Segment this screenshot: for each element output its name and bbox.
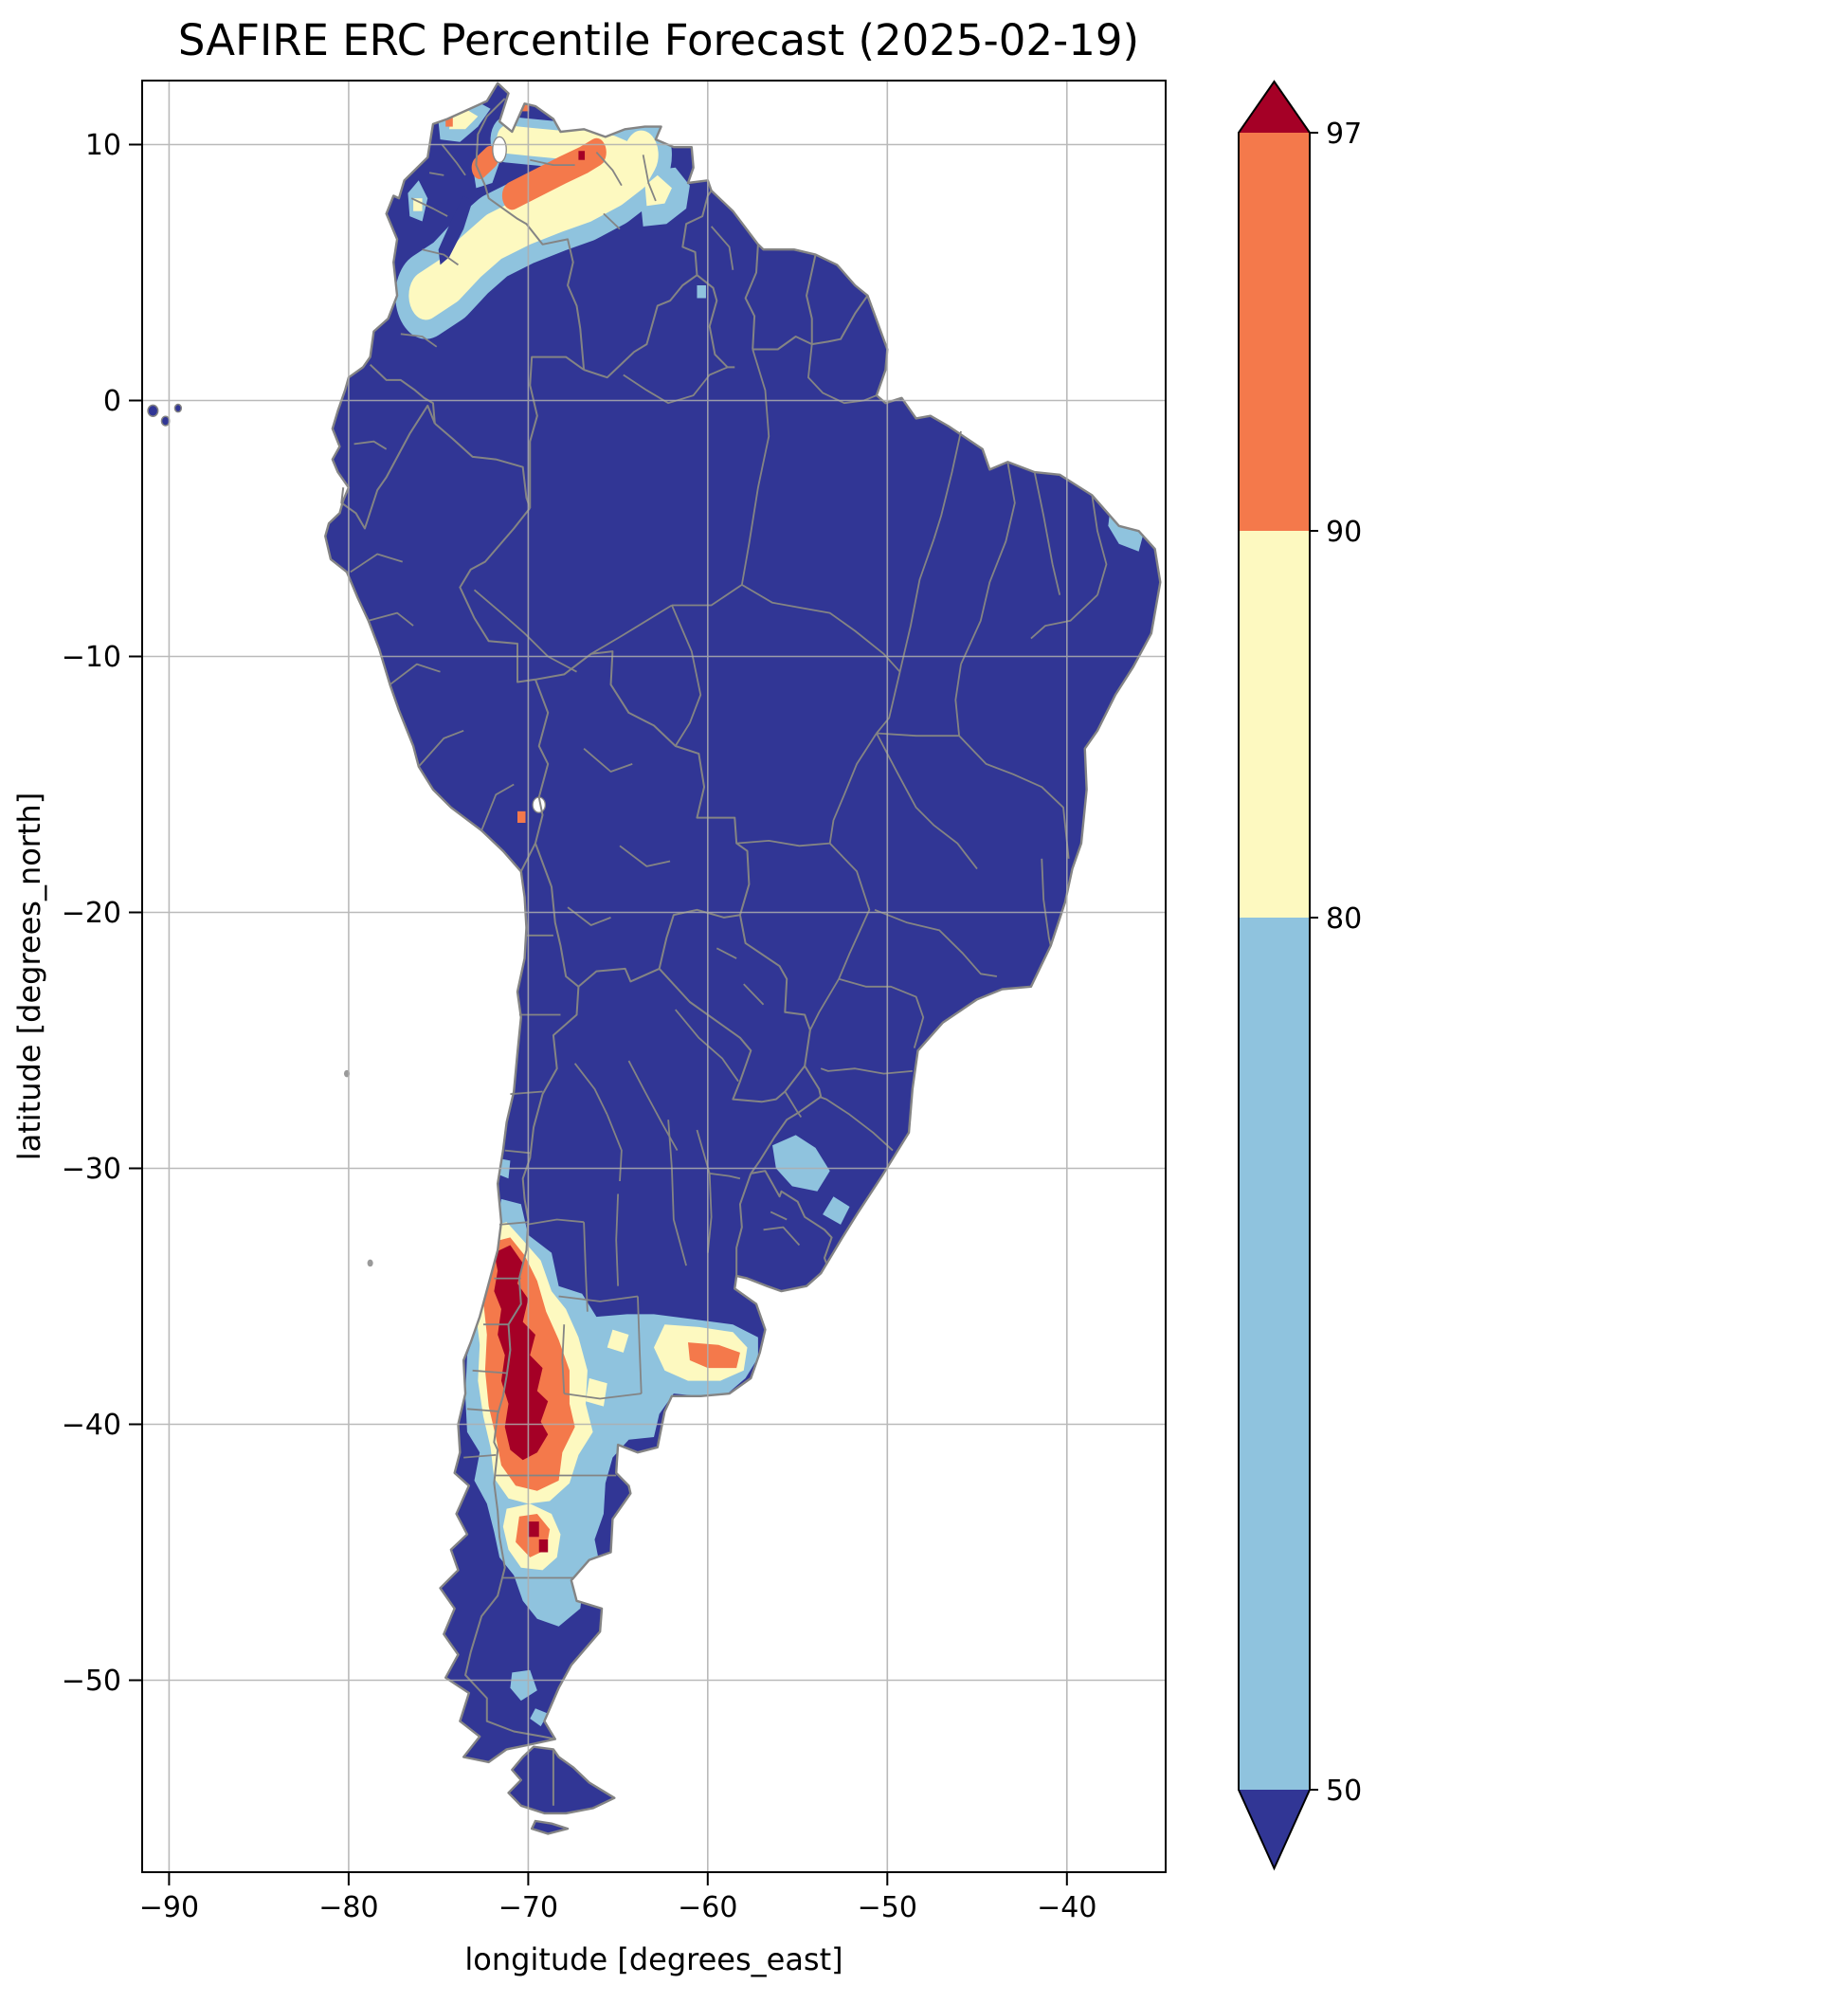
y-tick-label: −30 <box>62 1153 121 1186</box>
page-title: SAFIRE ERC Percentile Forecast (2025-02-… <box>178 15 1139 65</box>
tierra-del-fuego <box>508 1746 615 1813</box>
x-tick-label: −40 <box>1037 1891 1096 1924</box>
colorbar-segment-50-80 <box>1239 918 1310 1790</box>
y-tick-labels: 10 0 −10 −20 −30 −40 −50 <box>62 129 121 1698</box>
colorbar-tick-label: 90 <box>1326 516 1362 549</box>
plot-frame <box>141 80 1167 1873</box>
colorbar-tick-label: 80 <box>1326 902 1362 936</box>
colorbar-segment-80-90 <box>1239 531 1310 918</box>
x-tick-label: −80 <box>318 1891 378 1924</box>
y-tick-label: 0 <box>103 385 121 418</box>
juan-fernandez-island <box>367 1259 373 1267</box>
x-tick-labels: −90 −80 −70 −60 −50 −40 <box>139 1891 1097 1924</box>
colorbar-tick-label: 97 <box>1326 118 1362 151</box>
lake-maracaibo <box>493 137 506 162</box>
galapagos-island <box>148 405 158 416</box>
y-tick-label: −40 <box>62 1409 121 1442</box>
y-tick-label: 10 <box>85 129 121 162</box>
axis-ticks <box>129 143 1068 1885</box>
gridlines <box>142 81 1166 1872</box>
x-tick-label: −90 <box>139 1891 199 1924</box>
coastline <box>325 83 1160 1834</box>
colorbar-extend-below <box>1239 1790 1310 1868</box>
colorbar-segment-90-97 <box>1239 133 1310 531</box>
colorbar-tick-label: 50 <box>1326 1775 1362 1808</box>
galapagos-island <box>161 416 169 426</box>
y-tick-label: −10 <box>62 641 121 674</box>
country-borders <box>341 99 867 1806</box>
y-tick-label: −50 <box>62 1665 121 1698</box>
y-tick-label: −20 <box>62 897 121 930</box>
x-axis-label: longitude [degrees_east] <box>464 1941 842 1977</box>
galapagos-island <box>174 405 181 412</box>
colorbar-extend-above <box>1239 82 1310 133</box>
colorbar: 97 90 80 50 <box>1238 80 1362 1871</box>
x-tick-label: −50 <box>858 1891 917 1924</box>
colorbar-ticks <box>1310 132 1318 1791</box>
geo-layer <box>148 83 1160 1834</box>
state-borders <box>351 145 1107 1578</box>
y-axis-label: latitude [degrees_north] <box>11 792 47 1161</box>
x-tick-label: −70 <box>498 1891 558 1924</box>
x-tick-label: −60 <box>678 1891 737 1924</box>
